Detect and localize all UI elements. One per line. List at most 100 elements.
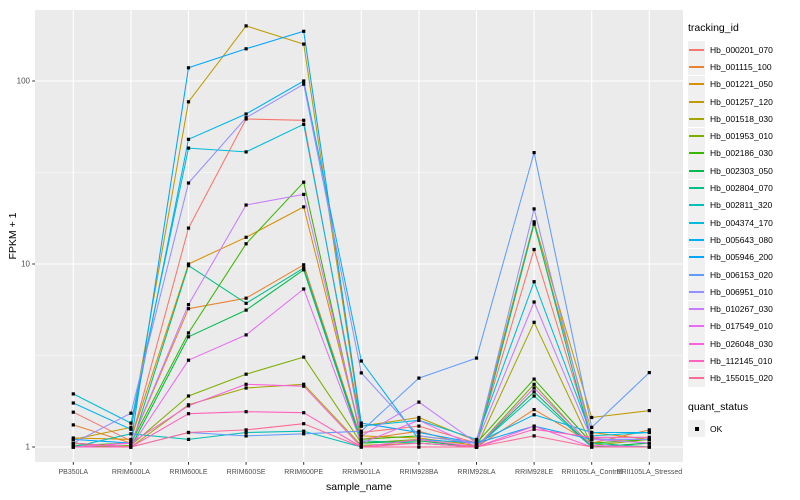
- data-point: [186, 412, 191, 416]
- data-point: [302, 411, 306, 415]
- legend-label: Hb_006951_010: [710, 286, 773, 297]
- legend-line-swatch: [689, 273, 704, 276]
- legend-item-Hb_004374_170: Hb_004374_170: [688, 214, 800, 232]
- data-point: [417, 424, 421, 428]
- data-point: [359, 434, 363, 438]
- y-tick-label: 1: [26, 443, 31, 452]
- legend-line-swatch: [689, 152, 704, 155]
- data-point: [532, 151, 536, 155]
- data-point: [302, 205, 306, 209]
- legend-label: Hb_002804_070: [710, 183, 773, 194]
- data-point: [71, 401, 75, 405]
- legend-line-swatch: [689, 238, 704, 241]
- x-tick-label-RRIM600PE: RRIM600PE: [284, 469, 323, 476]
- data-point: [244, 430, 248, 435]
- legend-key: [688, 352, 705, 370]
- legend-label: Hb_002303_050: [710, 165, 773, 176]
- data-point: [186, 430, 191, 435]
- data-point: [186, 100, 191, 104]
- legend: tracking_id Hb_000201_070 Hb_001115_100 Hb…: [688, 22, 800, 438]
- x-tick-label-RRIM600LE: RRIM600LE: [169, 469, 207, 476]
- data-point: [302, 118, 306, 122]
- legend-line-swatch: [689, 290, 704, 293]
- data-point: [302, 429, 306, 433]
- legend-line-swatch: [689, 83, 704, 86]
- data-point: [302, 82, 306, 86]
- y-axis-title: FPKM + 1: [7, 212, 19, 260]
- legend-label: Hb_017549_010: [710, 321, 773, 332]
- data-point: [417, 437, 421, 441]
- data-point: [244, 333, 248, 337]
- legend-label: Hb_010267_030: [710, 304, 773, 315]
- data-point: [302, 355, 306, 359]
- legend-label: Hb_001115_100: [710, 61, 772, 72]
- legend-item-Hb_001257_120: Hb_001257_120: [688, 93, 800, 111]
- legend-line-swatch: [689, 135, 704, 138]
- legend-label: Hb_005643_080: [710, 234, 773, 245]
- data-point: [647, 445, 651, 449]
- legend-item-Hb_001221_050: Hb_001221_050: [688, 75, 800, 93]
- legend-line-swatch: [689, 65, 704, 68]
- data-point: [359, 421, 363, 425]
- legend-item-Hb_002186_030: Hb_002186_030: [688, 144, 800, 162]
- black-square-icon: [694, 426, 699, 431]
- data-point: [532, 408, 536, 412]
- legend-key: [688, 300, 705, 318]
- data-point: [186, 66, 191, 70]
- legend-key: [688, 317, 705, 335]
- legend-label: Hb_112145_010: [710, 355, 773, 366]
- legend-line-swatch: [689, 117, 704, 120]
- data-point: [129, 445, 133, 449]
- data-point: [244, 382, 248, 386]
- data-point: [129, 441, 133, 445]
- data-point: [647, 371, 651, 375]
- legend-item-Hb_002303_050: Hb_002303_050: [688, 162, 800, 180]
- x-tick-label-RRIM901LA: RRIM901LA: [342, 469, 380, 476]
- plot-panel: [35, 10, 683, 462]
- data-point: [532, 386, 536, 390]
- data-point: [244, 308, 248, 312]
- data-point: [590, 435, 594, 439]
- legend-items: Hb_000201_070 Hb_001115_100 Hb_001221_050 H…: [688, 41, 800, 387]
- data-point: [417, 415, 421, 420]
- data-point: [302, 268, 306, 272]
- data-point: [186, 307, 191, 311]
- data-point: [532, 424, 536, 428]
- legend-key: [688, 110, 705, 128]
- data-point: [532, 377, 536, 381]
- data-point: [186, 394, 191, 398]
- data-point: [186, 331, 191, 335]
- data-point: [244, 410, 248, 414]
- data-point: [71, 445, 75, 449]
- data-point: [186, 303, 191, 307]
- data-point: [359, 371, 363, 375]
- data-point: [186, 264, 191, 268]
- data-point: [359, 439, 363, 443]
- data-point: [302, 287, 306, 291]
- data-point: [532, 413, 536, 417]
- data-point: [359, 429, 363, 433]
- data-point: [186, 137, 191, 141]
- data-point: [302, 263, 306, 267]
- x-tick-label-PB350LA: PB350LA: [59, 469, 89, 476]
- legend-line-swatch: [689, 256, 704, 259]
- x-tick-label-RRII105LA_Stressed: RRII105LA_Stressed: [616, 469, 682, 476]
- data-point: [244, 116, 248, 120]
- data-point: [244, 428, 248, 432]
- legend-key: [688, 41, 705, 59]
- legend-key: [688, 58, 705, 76]
- legend-item-Hb_006153_020: Hb_006153_020: [688, 266, 800, 283]
- data-point: [359, 445, 363, 449]
- data-point: [532, 207, 536, 211]
- data-point: [244, 235, 248, 239]
- data-point: [129, 437, 133, 441]
- legend-label: Hb_155015_020: [710, 373, 773, 384]
- legend-key: [688, 214, 705, 232]
- data-point: [474, 437, 479, 441]
- legend-label: Hb_002186_030: [710, 148, 773, 159]
- data-point: [532, 300, 536, 304]
- data-point: [590, 415, 594, 420]
- x-tick-label-RRII105LA_Control: RRII105LA_Control: [561, 469, 622, 476]
- data-point: [71, 437, 75, 441]
